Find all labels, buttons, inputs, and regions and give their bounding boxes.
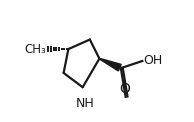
Text: O: O (119, 82, 130, 96)
Text: NH: NH (76, 97, 94, 110)
Polygon shape (100, 59, 121, 71)
Text: OH: OH (143, 55, 162, 67)
Text: CH₃: CH₃ (24, 43, 46, 56)
